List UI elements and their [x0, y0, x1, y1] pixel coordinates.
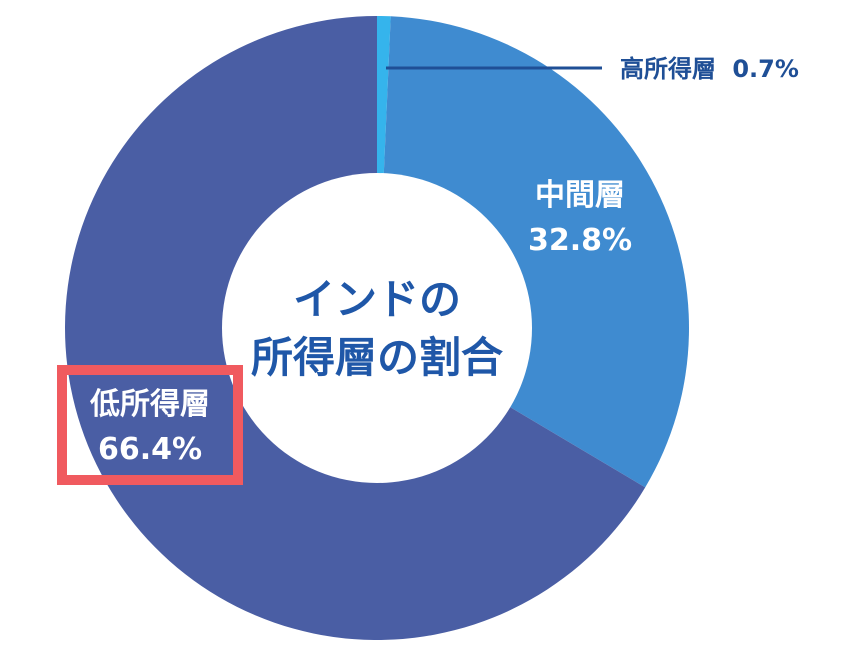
low-income-value: 66.4% [98, 432, 202, 467]
low-income-name: 低所得層 [89, 387, 210, 422]
highlight-box [57, 365, 243, 485]
middle-income-value: 32.8% [528, 223, 632, 258]
high-income-value: 0.7% [732, 55, 799, 83]
chart-title-line-1: インドの [293, 275, 461, 324]
chart-title-line-2: 所得層の割合 [251, 333, 503, 382]
donut-hole [222, 173, 532, 483]
middle-income-name: 中間層 [535, 178, 625, 213]
low-income-label: 低所得層 66.4% [89, 387, 210, 467]
high-income-callout-text: 高所得層 0.7% [620, 55, 799, 83]
high-income-name: 高所得層 [620, 55, 716, 83]
high-income-callout: 高所得層 0.7% [620, 55, 799, 83]
middle-income-label: 中間層 32.8% [528, 178, 632, 258]
